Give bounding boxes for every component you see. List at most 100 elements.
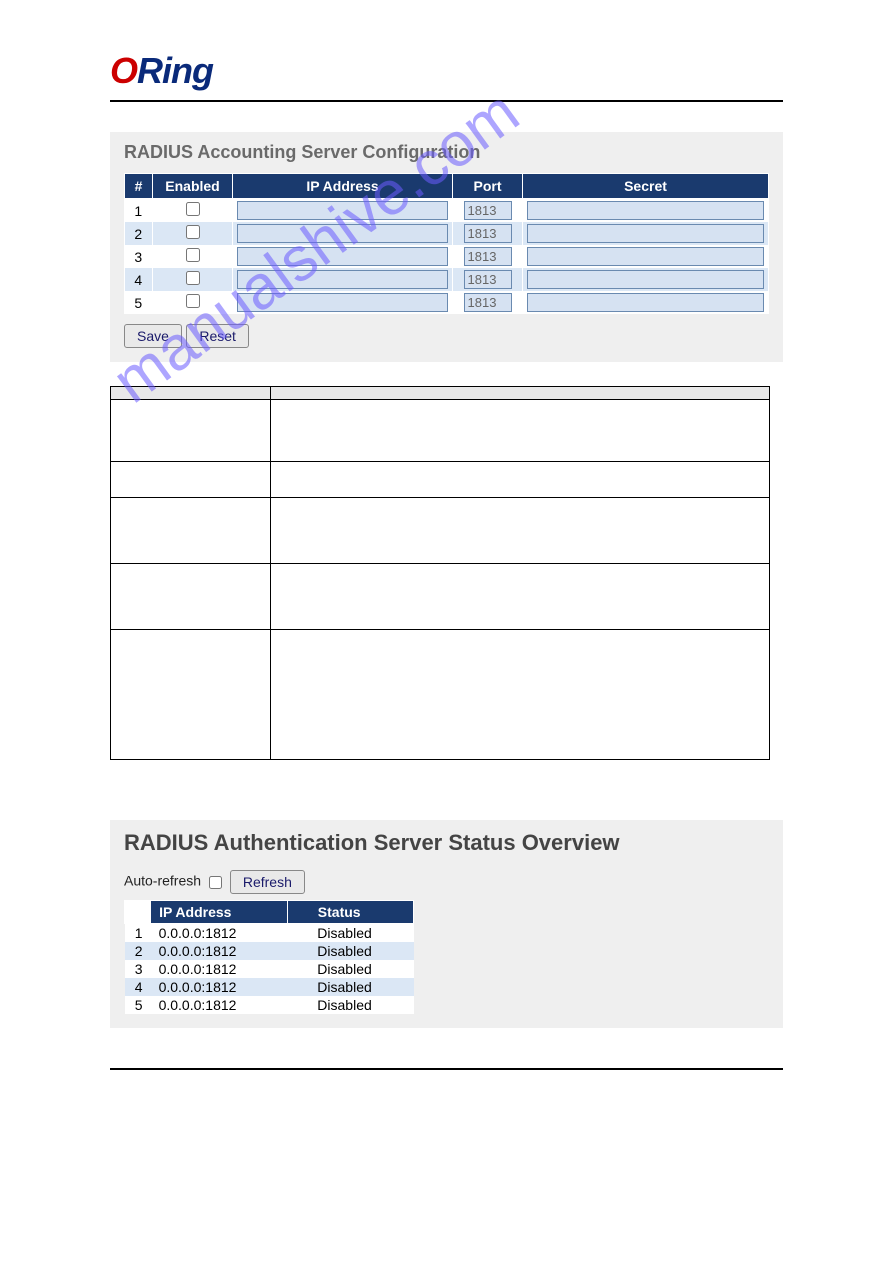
config-row-num: 3	[125, 245, 153, 268]
config-row-enabled-cell	[153, 291, 233, 314]
refresh-button[interactable]: Refresh	[230, 870, 305, 894]
config-row: 2	[125, 222, 769, 245]
divider-bottom	[110, 1068, 783, 1070]
reset-button[interactable]: Reset	[186, 324, 249, 348]
config-panel: RADIUS Accounting Server Configuration #…	[110, 132, 783, 362]
logo: ORing	[110, 50, 783, 92]
config-row-ip-cell	[233, 291, 453, 314]
config-ip-input[interactable]	[237, 293, 448, 312]
config-secret-input[interactable]	[527, 247, 764, 266]
status-row-ip: 0.0.0.0:1812	[151, 942, 288, 960]
config-port-input[interactable]	[464, 247, 512, 266]
config-row-ip-cell	[233, 222, 453, 245]
status-header-num: #	[125, 901, 151, 924]
desc-cell	[271, 564, 770, 630]
status-row-status: Disabled	[287, 942, 413, 960]
status-row-ip: 0.0.0.0:1812	[151, 996, 288, 1014]
desc-cell	[111, 564, 271, 630]
status-row-num: 5	[125, 996, 151, 1014]
config-ip-input[interactable]	[237, 247, 448, 266]
config-row-ip-cell	[233, 199, 453, 223]
config-header-secret: Secret	[523, 174, 769, 199]
config-row-port-cell	[453, 291, 523, 314]
config-ip-input[interactable]	[237, 201, 448, 220]
status-row-num: 2	[125, 942, 151, 960]
config-row-port-cell	[453, 222, 523, 245]
config-header-port: Port	[453, 174, 523, 199]
desc-cell	[271, 498, 770, 564]
config-row-num: 1	[125, 199, 153, 223]
status-row: 10.0.0.0:1812Disabled	[125, 924, 414, 943]
config-row-port-cell	[453, 268, 523, 291]
desc-header-left	[111, 387, 271, 400]
desc-cell	[111, 498, 271, 564]
config-row-secret-cell	[523, 268, 769, 291]
config-enabled-checkbox[interactable]	[186, 225, 200, 239]
config-port-input[interactable]	[464, 224, 512, 243]
config-row-secret-cell	[523, 222, 769, 245]
config-port-input[interactable]	[464, 201, 512, 220]
config-row-secret-cell	[523, 199, 769, 223]
description-table	[110, 386, 770, 760]
config-header-enabled: Enabled	[153, 174, 233, 199]
config-table: # Enabled IP Address Port Secret 12345	[124, 173, 769, 314]
config-secret-input[interactable]	[527, 201, 764, 220]
desc-header-right	[271, 387, 770, 400]
save-button[interactable]: Save	[124, 324, 182, 348]
divider-top	[110, 100, 783, 102]
status-row-status: Disabled	[287, 924, 413, 943]
config-secret-input[interactable]	[527, 270, 764, 289]
status-row-num: 4	[125, 978, 151, 996]
config-port-input[interactable]	[464, 293, 512, 312]
config-button-row: Save Reset	[124, 324, 769, 348]
config-row-port-cell	[453, 199, 523, 223]
config-header-num: #	[125, 174, 153, 199]
status-row-num: 1	[125, 924, 151, 943]
status-row-status: Disabled	[287, 978, 413, 996]
status-row-num: 3	[125, 960, 151, 978]
status-row-ip: 0.0.0.0:1812	[151, 960, 288, 978]
auto-refresh-checkbox[interactable]	[209, 876, 222, 889]
config-enabled-checkbox[interactable]	[186, 294, 200, 308]
desc-cell	[271, 630, 770, 760]
status-row: 20.0.0.0:1812Disabled	[125, 942, 414, 960]
status-header-status: Status	[287, 901, 413, 924]
config-row-ip-cell	[233, 268, 453, 291]
config-enabled-checkbox[interactable]	[186, 248, 200, 262]
status-row-ip: 0.0.0.0:1812	[151, 978, 288, 996]
desc-cell	[111, 462, 271, 498]
config-secret-input[interactable]	[527, 224, 764, 243]
config-row: 4	[125, 268, 769, 291]
config-row-enabled-cell	[153, 199, 233, 223]
status-panel: RADIUS Authentication Server Status Over…	[110, 820, 783, 1028]
config-row-enabled-cell	[153, 222, 233, 245]
config-row: 1	[125, 199, 769, 223]
config-ip-input[interactable]	[237, 224, 448, 243]
status-panel-title: RADIUS Authentication Server Status Over…	[124, 830, 769, 856]
config-ip-input[interactable]	[237, 270, 448, 289]
config-enabled-checkbox[interactable]	[186, 271, 200, 285]
config-port-input[interactable]	[464, 270, 512, 289]
status-controls: Auto-refresh Refresh	[124, 870, 769, 894]
status-row: 30.0.0.0:1812Disabled	[125, 960, 414, 978]
config-row-num: 2	[125, 222, 153, 245]
config-row-num: 5	[125, 291, 153, 314]
status-row-status: Disabled	[287, 996, 413, 1014]
config-panel-title: RADIUS Accounting Server Configuration	[124, 142, 769, 163]
desc-cell	[271, 462, 770, 498]
config-secret-input[interactable]	[527, 293, 764, 312]
status-row: 50.0.0.0:1812Disabled	[125, 996, 414, 1014]
config-row-port-cell	[453, 245, 523, 268]
auto-refresh-label: Auto-refresh	[124, 873, 201, 889]
config-row-enabled-cell	[153, 268, 233, 291]
desc-cell	[111, 400, 271, 462]
config-header-ip: IP Address	[233, 174, 453, 199]
status-row-ip: 0.0.0.0:1812	[151, 924, 288, 943]
config-row-secret-cell	[523, 291, 769, 314]
status-table: # IP Address Status 10.0.0.0:1812Disable…	[124, 900, 414, 1014]
config-enabled-checkbox[interactable]	[186, 202, 200, 216]
desc-cell	[271, 400, 770, 462]
config-row: 5	[125, 291, 769, 314]
config-row: 3	[125, 245, 769, 268]
status-row: 40.0.0.0:1812Disabled	[125, 978, 414, 996]
